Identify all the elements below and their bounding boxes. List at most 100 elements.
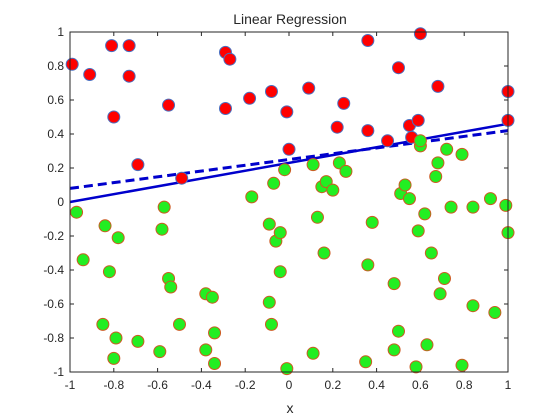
y-tick-label: 0.2 — [47, 161, 64, 175]
green-data-point — [310, 210, 324, 224]
red-data-point — [411, 113, 425, 127]
chart-title: Linear Regression — [233, 11, 347, 27]
solid-regression-line — [69, 122, 509, 204]
regression-lines — [69, 122, 509, 204]
plot-area: -1 -0.8 -0.6 -0.4 -0.2 0 0.2 0.4 0.6 0.8 1 -1-0.8-… — [43, 25, 515, 392]
red-data-point — [107, 110, 121, 124]
data-points — [65, 27, 515, 376]
green-data-point — [96, 317, 110, 331]
green-data-point — [157, 200, 171, 214]
y-tick-label: -0.8 — [43, 331, 64, 345]
green-data-point — [332, 156, 346, 170]
green-data-point — [109, 331, 123, 345]
green-data-point — [420, 338, 434, 352]
red-data-point — [175, 171, 189, 185]
red-data-point — [122, 39, 136, 53]
red-data-point — [337, 96, 351, 110]
green-data-point — [317, 246, 331, 260]
red-data-point — [330, 120, 344, 134]
green-data-point — [264, 317, 278, 331]
red-data-point — [282, 142, 296, 156]
green-data-point — [440, 142, 454, 156]
y-tick-label: 1 — [57, 25, 64, 39]
green-data-point — [262, 217, 276, 231]
green-data-point — [339, 164, 353, 178]
red-data-point — [413, 27, 427, 41]
green-data-point — [278, 163, 292, 177]
green-data-point — [326, 183, 340, 197]
green-data-point — [102, 265, 116, 279]
green-data-point — [306, 158, 320, 172]
x-tick-labels: -1 -0.8 -0.6 -0.4 -0.2 0 0.2 0.4 0.6 0.8 1 — [65, 378, 512, 392]
green-data-point — [319, 175, 333, 189]
green-data-point — [409, 360, 423, 374]
green-data-point — [455, 358, 469, 372]
green-data-point — [155, 222, 169, 236]
green-data-point — [429, 170, 443, 183]
green-data-point — [208, 326, 222, 340]
green-data-point — [280, 362, 294, 376]
green-data-point — [387, 343, 401, 357]
x-tick-label: -0.2 — [235, 378, 256, 392]
red-data-point — [131, 158, 145, 172]
green-data-point — [153, 345, 167, 359]
green-data-point — [488, 306, 502, 319]
dashed-regression-line — [69, 129, 509, 190]
green-data-point — [444, 200, 458, 214]
y-tick-label: 0.6 — [47, 93, 64, 107]
green-data-point — [387, 277, 401, 291]
x-tick-label: -0.4 — [191, 378, 212, 392]
green-data-point — [267, 176, 281, 190]
green-data-point — [111, 231, 125, 245]
red-data-point — [392, 61, 405, 75]
y-tick-label: 0.4 — [47, 127, 64, 141]
red-data-point — [361, 34, 375, 47]
red-data-point — [264, 85, 278, 98]
green-data-point — [433, 287, 447, 301]
green-data-point — [199, 343, 213, 357]
green-data-point — [273, 265, 287, 279]
green-data-point — [262, 295, 276, 309]
y-tick-label: 0.8 — [47, 59, 64, 73]
green-data-point — [398, 178, 412, 192]
green-data-point — [98, 219, 112, 233]
red-data-point — [122, 69, 136, 83]
red-data-point — [105, 39, 119, 53]
green-data-point — [107, 351, 121, 365]
green-data-point — [164, 280, 178, 294]
green-data-point — [455, 147, 469, 161]
green-data-point — [361, 258, 375, 272]
green-data-point — [273, 226, 287, 240]
green-data-point — [466, 200, 480, 214]
green-data-point — [365, 215, 379, 229]
green-data-point — [359, 355, 373, 369]
green-data-point — [411, 224, 425, 238]
x-tick-label: 0.6 — [412, 378, 429, 392]
green-data-point — [483, 192, 497, 206]
x-axis-label: x — [287, 400, 294, 416]
green-data-point — [205, 290, 219, 304]
red-data-point — [65, 57, 79, 71]
green-data-point — [413, 134, 427, 148]
red-data-point — [280, 105, 294, 119]
red-data-point — [162, 98, 176, 112]
x-tick-label: 0.8 — [456, 378, 473, 392]
x-tick-label: 0 — [286, 378, 293, 392]
x-tick-label: -1 — [65, 378, 76, 392]
y-tick-label: -0.4 — [43, 263, 64, 277]
x-tick-label: 1 — [505, 378, 512, 392]
x-tick-label: -0.6 — [147, 378, 168, 392]
red-data-point — [83, 68, 97, 81]
x-tick-label: 0.4 — [368, 378, 385, 392]
green-data-point — [208, 357, 222, 370]
green-data-point — [437, 272, 451, 285]
red-data-point — [302, 81, 316, 95]
red-data-point — [431, 79, 445, 93]
green-data-point — [76, 253, 90, 267]
red-data-point — [223, 52, 237, 66]
green-data-point — [245, 190, 259, 204]
x-tick-label: 0.2 — [324, 378, 341, 392]
green-data-point — [306, 346, 320, 360]
green-data-point — [418, 207, 432, 221]
